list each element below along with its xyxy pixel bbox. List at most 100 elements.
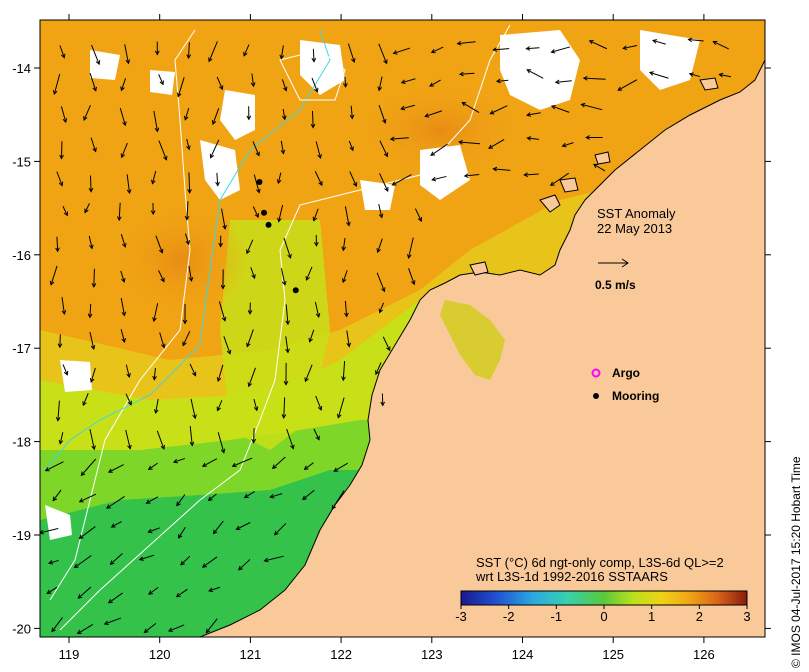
- current-vector-head: [247, 310, 253, 315]
- current-vector-head: [303, 465, 309, 471]
- mooring-marker: [265, 221, 272, 228]
- ocean-warm-patch: [350, 80, 530, 180]
- current-vector: [253, 398, 258, 411]
- current-vector: [461, 102, 480, 114]
- current-vector-head: [201, 563, 207, 568]
- current-vector-head: [281, 115, 287, 121]
- current-vector: [45, 461, 64, 472]
- current-vector-head: [78, 534, 84, 540]
- current-vector: [313, 428, 320, 440]
- current-vector-head: [593, 163, 598, 169]
- current-vector-head: [221, 316, 227, 322]
- current-vector: [124, 44, 129, 64]
- current-vector-head: [89, 244, 94, 250]
- current-vector-head: [231, 462, 237, 468]
- mooring-legend-label: Mooring: [612, 389, 659, 403]
- current-vector: [459, 141, 481, 145]
- current-vector-head: [159, 80, 164, 86]
- current-vector-head: [346, 221, 351, 227]
- current-vector: [432, 175, 447, 181]
- current-vector: [526, 47, 540, 50]
- current-vector: [277, 172, 282, 184]
- current-vector-head: [315, 435, 320, 441]
- current-vector: [83, 104, 91, 121]
- current-vector: [173, 457, 186, 463]
- current-vector: [126, 174, 131, 194]
- current-vector-head: [150, 179, 156, 185]
- map-frame: [39, 19, 766, 638]
- current-vector: [496, 79, 509, 82]
- current-vector: [61, 297, 65, 315]
- current-vector: [106, 495, 125, 509]
- current-vector: [59, 45, 65, 58]
- current-vector: [79, 526, 96, 539]
- current-vector: [62, 364, 68, 376]
- current-vector: [344, 76, 347, 87]
- current-vector: [48, 559, 59, 564]
- current-vector: [155, 235, 163, 253]
- current-vector: [311, 77, 318, 92]
- colorbar-tick-label: 0: [600, 609, 607, 624]
- current-vector-head: [458, 71, 464, 77]
- current-vector: [232, 457, 253, 467]
- current-vector: [158, 270, 165, 282]
- current-vector: [159, 332, 165, 348]
- current-vector-head: [127, 444, 132, 450]
- x-tick-label: 124: [512, 647, 534, 662]
- current-vector-head: [349, 114, 355, 120]
- current-vector-head: [251, 438, 257, 444]
- current-vector: [378, 203, 383, 218]
- colorbar-tick-label: -3: [455, 609, 467, 624]
- current-vector-head: [317, 405, 323, 411]
- current-vector-head: [87, 313, 93, 319]
- current-vector: [278, 204, 284, 222]
- current-vector: [60, 106, 67, 123]
- current-vector: [62, 206, 68, 216]
- current-vector-head: [189, 441, 195, 447]
- current-vector: [392, 174, 412, 186]
- current-vector: [125, 393, 132, 405]
- current-vector: [208, 586, 221, 592]
- current-vector-head: [336, 413, 342, 419]
- current-vector-head: [250, 82, 256, 88]
- x-tick-label: 120: [149, 647, 171, 662]
- current-vector: [280, 268, 286, 286]
- current-vector-head: [184, 215, 190, 221]
- current-vector: [118, 202, 121, 221]
- current-vector-head: [255, 151, 260, 157]
- current-vector-head: [279, 54, 285, 60]
- map-plot-area: [40, 20, 765, 637]
- mooring-markers: [256, 178, 299, 294]
- current-vector-head: [222, 224, 227, 230]
- current-vector: [719, 73, 732, 78]
- current-vector-head: [107, 599, 113, 604]
- current-vector-head: [177, 533, 183, 539]
- current-vector-head: [183, 115, 189, 121]
- current-vector-head: [341, 376, 346, 382]
- current-vector: [79, 493, 97, 503]
- current-vector: [344, 300, 348, 317]
- current-vector-head: [150, 210, 156, 216]
- current-vector: [52, 489, 62, 501]
- current-vector-head: [495, 78, 501, 84]
- current-vector: [59, 432, 64, 444]
- current-vector-head: [308, 337, 313, 343]
- current-vector: [74, 555, 92, 568]
- current-vector: [84, 203, 90, 213]
- current-vector: [315, 141, 321, 159]
- current-vector: [493, 48, 510, 51]
- current-vector-head: [718, 72, 724, 78]
- current-vector-head: [585, 135, 590, 140]
- current-vector-head: [88, 187, 94, 193]
- current-vector: [252, 141, 260, 156]
- current-vector: [189, 363, 196, 376]
- scale-vector-label: 0.5 m/s: [595, 278, 636, 292]
- current-vector: [93, 268, 95, 287]
- current-vector-head: [95, 60, 101, 66]
- current-vector-head: [648, 71, 654, 76]
- current-vector-head: [549, 181, 555, 186]
- current-vector-head: [187, 189, 192, 194]
- current-vector: [464, 174, 480, 177]
- current-vector-head: [253, 406, 259, 412]
- current-vector-head: [152, 317, 157, 323]
